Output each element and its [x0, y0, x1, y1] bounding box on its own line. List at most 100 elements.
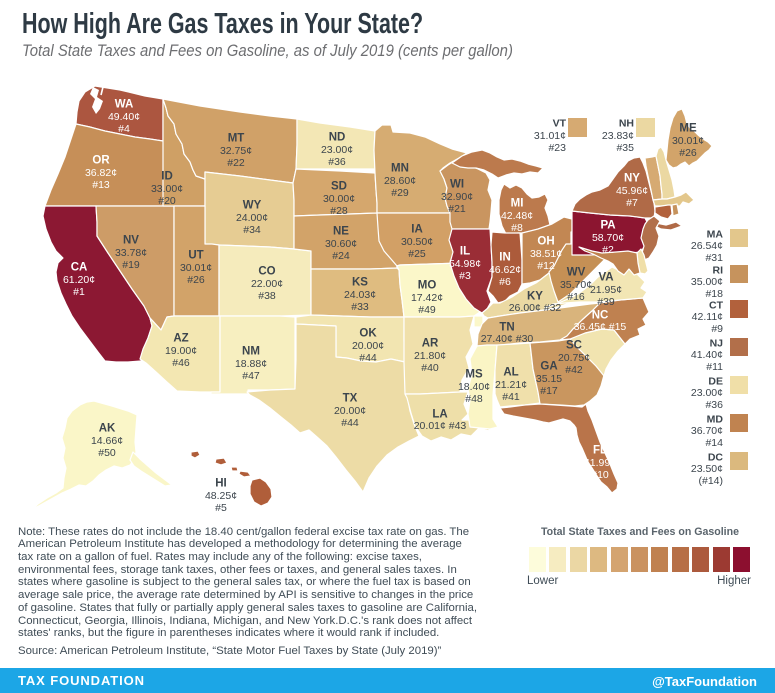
svg-text:KY: KY — [527, 291, 543, 303]
svg-text:30.50¢: 30.50¢ — [401, 236, 433, 248]
svg-text:ME: ME — [679, 123, 697, 135]
svg-text:#18: #18 — [705, 288, 723, 300]
svg-text:49.40¢: 49.40¢ — [108, 111, 140, 123]
svg-text:PA: PA — [600, 220, 615, 232]
svg-text:26.00¢ #32: 26.00¢ #32 — [509, 302, 562, 314]
svg-text:UT: UT — [188, 250, 203, 262]
svg-text:46.62¢: 46.62¢ — [489, 264, 521, 276]
svg-text:14.66¢: 14.66¢ — [91, 435, 123, 447]
svg-text:ND: ND — [329, 132, 346, 144]
svg-text:WY: WY — [243, 200, 262, 212]
svg-text:#21: #21 — [448, 203, 466, 215]
svg-text:DE: DE — [708, 376, 723, 388]
svg-text:NE: NE — [333, 226, 349, 238]
svg-text:54.98¢: 54.98¢ — [449, 258, 481, 270]
svg-text:ID: ID — [161, 171, 173, 183]
svg-text:AZ: AZ — [173, 333, 188, 345]
svg-text:32.75¢: 32.75¢ — [220, 145, 252, 157]
svg-text:VA: VA — [598, 272, 613, 284]
svg-text:CO: CO — [258, 266, 275, 278]
svg-text:#19: #19 — [122, 259, 140, 271]
svg-text:#48: #48 — [465, 393, 483, 405]
svg-text:23.00¢: 23.00¢ — [691, 387, 723, 399]
svg-text:OR: OR — [92, 155, 110, 167]
svg-text:NJ: NJ — [710, 338, 724, 350]
svg-text:#26: #26 — [679, 147, 697, 159]
svg-text:KS: KS — [352, 277, 368, 289]
svg-text:#4: #4 — [118, 123, 130, 135]
svg-text:MN: MN — [391, 163, 409, 175]
svg-text:WA: WA — [115, 99, 134, 111]
svg-text:36.45¢ #15: 36.45¢ #15 — [574, 321, 627, 333]
svg-text:42.11¢: 42.11¢ — [692, 311, 723, 323]
svg-text:20.75¢: 20.75¢ — [558, 352, 590, 364]
svg-text:17.42¢: 17.42¢ — [411, 292, 443, 304]
svg-text:#9: #9 — [711, 323, 723, 335]
svg-text:#7: #7 — [626, 197, 638, 209]
svg-text:#14: #14 — [705, 437, 723, 449]
svg-text:MT: MT — [228, 133, 245, 145]
svg-text:#42: #42 — [565, 364, 583, 376]
svg-text:WI: WI — [450, 179, 464, 191]
svg-text:NH: NH — [619, 118, 634, 130]
svg-text:#36: #36 — [328, 156, 346, 168]
svg-text:OH: OH — [537, 236, 554, 248]
svg-text:30.01¢: 30.01¢ — [180, 262, 212, 274]
svg-text:#40: #40 — [421, 362, 439, 374]
svg-text:NM: NM — [242, 346, 260, 358]
svg-text:38.51¢: 38.51¢ — [530, 248, 562, 260]
svg-text:#49: #49 — [418, 304, 436, 316]
svg-text:23.50¢: 23.50¢ — [691, 463, 723, 475]
svg-text:20.00¢: 20.00¢ — [334, 405, 366, 417]
svg-text:#28: #28 — [330, 205, 348, 217]
svg-text:#44: #44 — [359, 352, 377, 364]
svg-text:#36: #36 — [705, 399, 723, 411]
svg-text:#23: #23 — [548, 142, 566, 154]
svg-text:#41: #41 — [502, 391, 520, 403]
svg-text:RI: RI — [713, 265, 724, 277]
svg-text:#8: #8 — [511, 222, 523, 234]
svg-text:27.40¢ #30: 27.40¢ #30 — [481, 333, 534, 345]
svg-text:36.70¢: 36.70¢ — [691, 425, 723, 437]
svg-text:42.48¢: 42.48¢ — [501, 210, 533, 222]
svg-text:IL: IL — [460, 246, 470, 258]
svg-text:22.00¢: 22.00¢ — [251, 278, 283, 290]
svg-text:#24: #24 — [332, 250, 350, 262]
svg-text:21.21¢: 21.21¢ — [495, 379, 527, 391]
svg-text:#46: #46 — [172, 357, 190, 369]
svg-text:DC: DC — [708, 452, 724, 464]
svg-text:#2: #2 — [602, 244, 614, 256]
svg-text:CT: CT — [709, 300, 724, 312]
svg-text:#3: #3 — [459, 270, 471, 282]
svg-text:OK: OK — [359, 328, 377, 340]
svg-text:#50: #50 — [98, 447, 116, 459]
svg-text:CA: CA — [71, 262, 88, 274]
svg-text:VT: VT — [553, 118, 567, 130]
svg-text:23.00¢: 23.00¢ — [321, 144, 353, 156]
svg-text:#20: #20 — [158, 195, 176, 207]
svg-text:20.01¢ #43: 20.01¢ #43 — [414, 420, 467, 432]
svg-text:HI: HI — [215, 478, 227, 490]
svg-text:61.20¢: 61.20¢ — [63, 274, 95, 286]
svg-text:33.00¢: 33.00¢ — [151, 183, 183, 195]
svg-text:35.15: 35.15 — [536, 373, 562, 385]
svg-text:35.70¢: 35.70¢ — [560, 279, 592, 291]
svg-text:#38: #38 — [258, 290, 276, 302]
svg-text:19.00¢: 19.00¢ — [165, 345, 197, 357]
svg-text:26.54¢: 26.54¢ — [691, 240, 723, 252]
svg-text:#5: #5 — [215, 502, 227, 514]
svg-text:IA: IA — [411, 224, 423, 236]
svg-text:MO: MO — [418, 280, 437, 292]
svg-text:NC: NC — [592, 310, 609, 322]
svg-text:28.60¢: 28.60¢ — [384, 175, 416, 187]
svg-text:AL: AL — [503, 367, 518, 379]
svg-text:30.01¢: 30.01¢ — [672, 135, 704, 147]
svg-text:#13: #13 — [92, 179, 110, 191]
svg-text:(#14): (#14) — [698, 475, 723, 487]
svg-text:TX: TX — [343, 393, 358, 405]
svg-text:48.25¢: 48.25¢ — [205, 490, 237, 502]
svg-text:24.03¢: 24.03¢ — [344, 289, 376, 301]
svg-text:#17: #17 — [540, 385, 558, 397]
svg-text:SC: SC — [566, 340, 582, 352]
svg-text:18.40¢: 18.40¢ — [458, 381, 490, 393]
